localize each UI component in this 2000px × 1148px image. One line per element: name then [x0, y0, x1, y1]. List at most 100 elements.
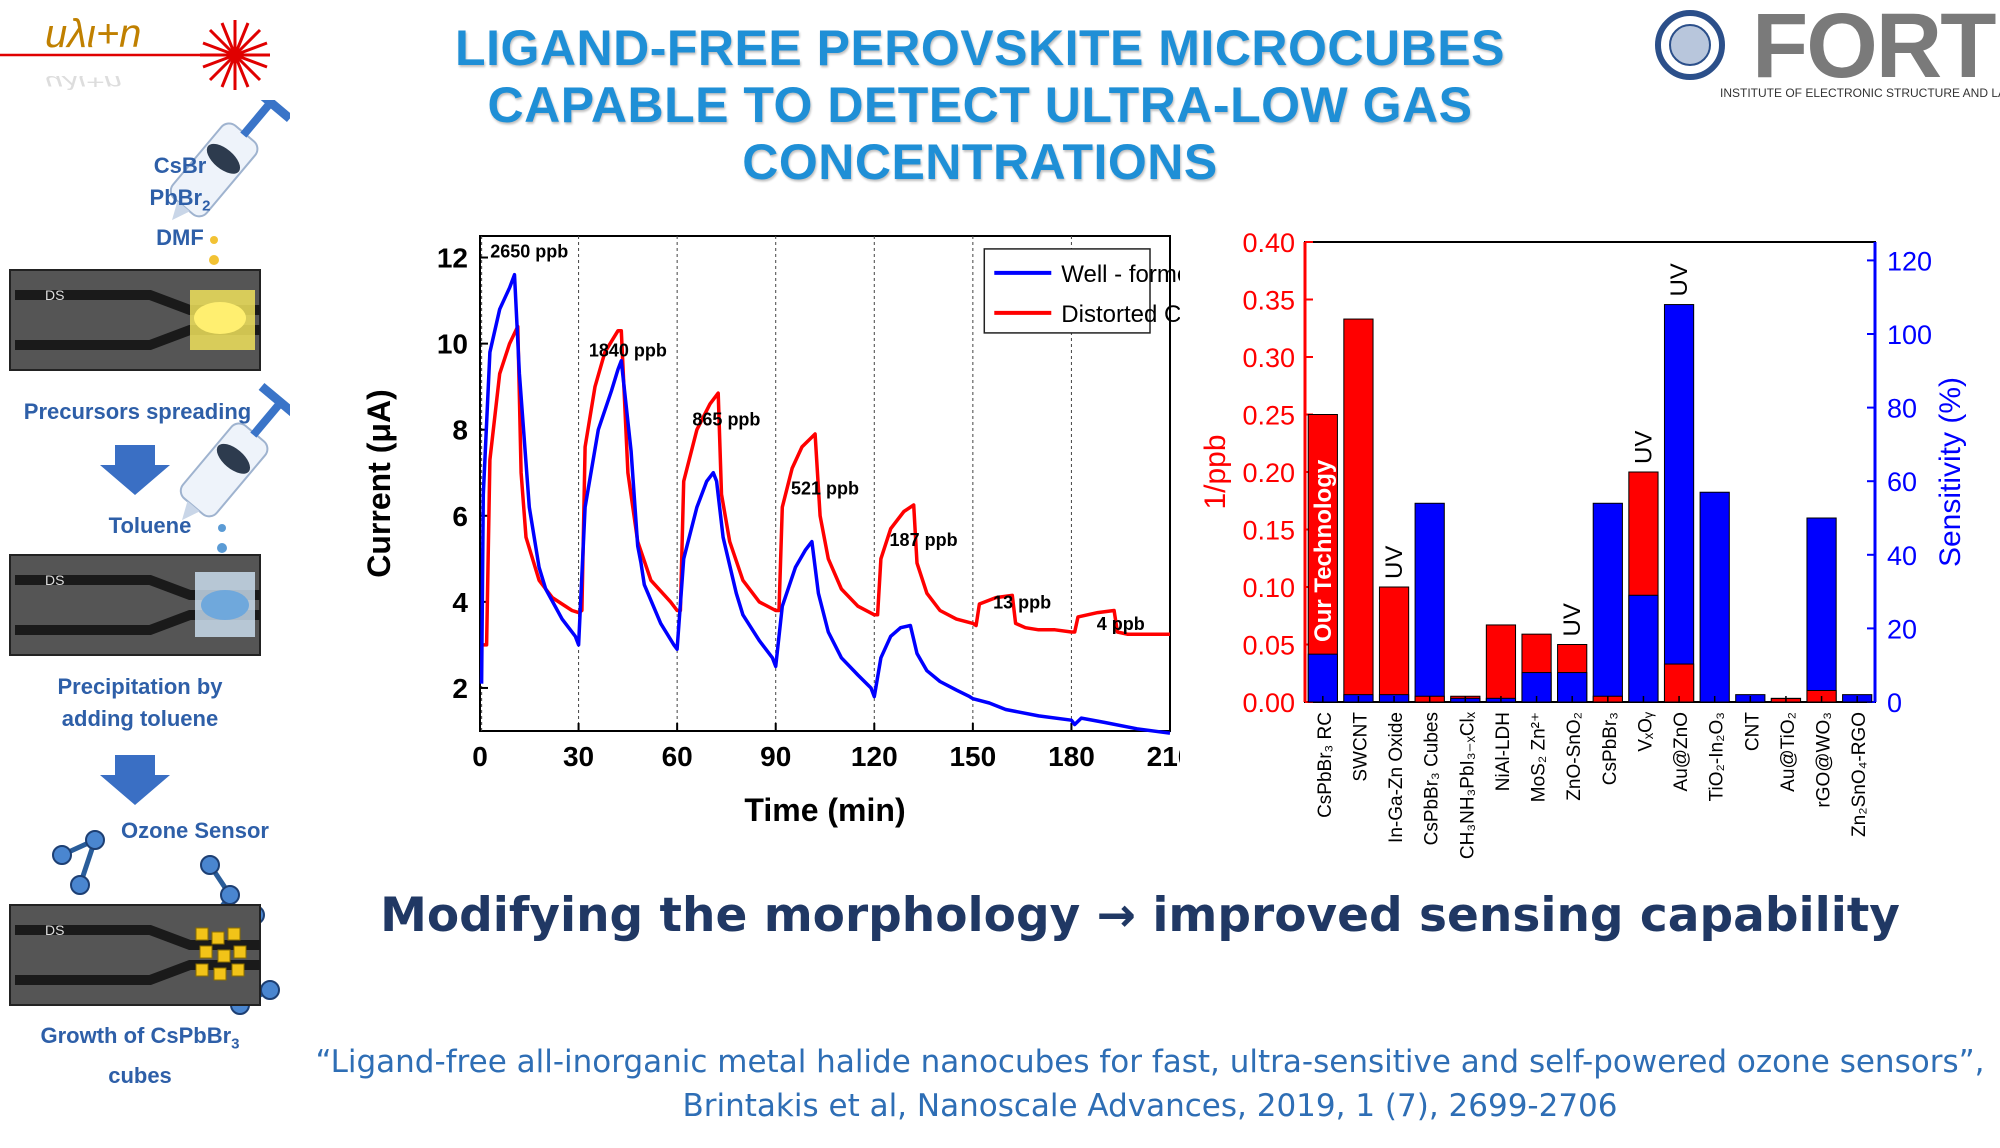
- y2-tick-label: 60: [1887, 467, 1917, 497]
- category-label: VₓOᵧ: [1635, 711, 1656, 752]
- step-precipitation: Precipitation by adding toluene: [57, 674, 223, 731]
- y-tick-label: 0.40: [1242, 228, 1295, 258]
- current-time-chart: 0 30 60 90 120 150 180 210 2 4 6 8 10 12 Time (min) Cur…: [350, 220, 1301, 845]
- y-tick-label: 12: [437, 243, 468, 274]
- x-tick-label: 30: [563, 741, 594, 772]
- series-line: [479, 272, 1171, 735]
- concentration-label: 13 ppb: [993, 592, 1051, 612]
- svg-text:DS: DS: [45, 922, 64, 938]
- y2-axis-label: Sensitivity (%): [1934, 377, 1967, 567]
- concentration-label: 865 ppb: [692, 409, 760, 429]
- y-tick-label: 4: [452, 587, 468, 618]
- y-tick-label: 0.15: [1242, 516, 1295, 546]
- title-line-2: CAPABLE TO DETECT ULTRA-LOW GAS: [487, 77, 1473, 133]
- category-label: ZnO-SnO₂: [1564, 712, 1585, 801]
- y2-tick-label: 80: [1887, 394, 1917, 424]
- bar-sensitivity: [1414, 502, 1445, 703]
- bar-sensitivity: [1806, 517, 1837, 703]
- concentration-label: 2650 ppb: [490, 242, 568, 262]
- uv-label: UV: [1630, 431, 1657, 464]
- bar-1-per-ppb: [1663, 663, 1695, 703]
- logo-text: uλι+n: [45, 12, 141, 56]
- y-tick-label: 0.30: [1242, 343, 1295, 373]
- uv-label: UV: [1559, 603, 1586, 636]
- y-tick-label: 0.20: [1242, 458, 1295, 488]
- concentration-label: 1840 ppb: [589, 341, 667, 361]
- bar-sensitivity: [1307, 653, 1338, 703]
- category-label: CsPbBr₃ Cubes: [1422, 712, 1443, 845]
- uv-label: UV: [1666, 263, 1693, 296]
- category-label: Zn₂SnO₄-RGO: [1849, 712, 1870, 837]
- x-axis-label: Time (min): [744, 792, 905, 828]
- bar-sensitivity: [1628, 594, 1659, 703]
- forth-logo-subtitle: INSTITUTE OF ELECTRONIC STRUCTURE AND LA…: [1720, 86, 2000, 100]
- category-label: In-Ga-Zn Oxide: [1386, 712, 1407, 843]
- y2-tick-label: 40: [1887, 541, 1917, 571]
- category-label: Au@TiO₂: [1778, 712, 1799, 792]
- category-label: CH₃NH₃PbI₃₋ₓClₓ: [1457, 711, 1478, 859]
- category-label: Au@ZnO: [1671, 712, 1692, 791]
- x-tick-label: 60: [662, 741, 693, 772]
- y-tick-label: 0.35: [1242, 286, 1295, 316]
- bar-sensitivity: [1699, 491, 1730, 703]
- citation: “Ligand-free all-inorganic metal halide …: [300, 1040, 2000, 1128]
- category-label: TiO₂-In₂O₃: [1707, 712, 1728, 801]
- concentration-label: 4 ppb: [1097, 614, 1145, 634]
- y-tick-label: 8: [452, 415, 468, 446]
- title-line-1: LIGAND-FREE PEROVSKITE MICROCUBES: [455, 20, 1505, 76]
- sensitivity-bar-chart: 0.00 0.05 0.10 0.15 0.20 0.25 0.30 0.35 0.40 0 20 4…: [1185, 220, 2000, 865]
- forth-seal-icon: [1645, 8, 1745, 88]
- x-tick-label: 0: [472, 741, 488, 772]
- bar-1-per-ppb: [1378, 586, 1410, 703]
- category-label: CsPbBr₃: [1600, 712, 1621, 785]
- x-tick-label: 210: [1147, 741, 1180, 772]
- y-tick-label: 2: [452, 673, 468, 704]
- uv-label: UV: [1381, 546, 1408, 579]
- y-axis-label: 1/ppb: [1199, 434, 1232, 509]
- laser-logo-graphic: uλι+n uλι+n: [0, 12, 270, 93]
- syringe-icon-2: [179, 382, 303, 521]
- plot-frame: [1304, 241, 1876, 703]
- legend-box: [983, 248, 1151, 334]
- citation-reference: Brintakis et al, Nanoscale Advances, 201…: [682, 1088, 1618, 1124]
- y-tick-label: 0.10: [1242, 573, 1295, 603]
- our-technology-label: Our Technology: [1310, 459, 1337, 642]
- process-diagram: DS DS: [0, 82, 303, 1090]
- bar-sensitivity: [1592, 502, 1623, 703]
- uli-plus-n-logo: uλι+n uλι+n: [0, 5, 310, 115]
- precursor-pbbr2: PbBr2: [149, 185, 211, 215]
- precursor-csbr: CsBr: [153, 153, 207, 178]
- forth-logo-text: FORTH: [1752, 0, 2000, 97]
- title-line-3: CONCENTRATIONS: [742, 134, 1218, 190]
- step-growth-cubes: Growth of CsPbBr3 cubes: [40, 1023, 240, 1089]
- svg-text:uλι+n: uλι+n: [45, 71, 122, 93]
- legend-label: Well - formed CsPbBr3: [1061, 261, 1180, 292]
- concentration-label: 187 ppb: [890, 530, 958, 550]
- down-arrow-icon: [100, 445, 170, 495]
- step-toluene: Toluene: [108, 513, 192, 538]
- y-tick-label: 0.05: [1242, 631, 1295, 661]
- device-chip-3: DS: [9, 904, 261, 1006]
- morphology-headline: Modifying the morphology → improved sens…: [380, 888, 1900, 943]
- y-tick-label: 10: [437, 329, 468, 360]
- category-label: SWCNT: [1350, 712, 1371, 782]
- y-axis-label: Current (μA): [361, 389, 397, 577]
- category-label: rGO@WO₃: [1814, 712, 1835, 808]
- x-tick-label: 150: [949, 741, 996, 772]
- svg-text:DS: DS: [45, 572, 64, 588]
- legend-label: Distorted CsPbBr3: [1061, 301, 1180, 332]
- syringe-icon: [169, 82, 293, 221]
- device-chip-2: DS: [9, 554, 261, 656]
- y2-tick-label: 100: [1887, 320, 1932, 350]
- x-tick-label: 180: [1048, 741, 1095, 772]
- x-tick-label: 120: [851, 741, 898, 772]
- category-label: NiAl-LDH: [1493, 712, 1514, 791]
- y2-tick-label: 0: [1887, 688, 1902, 718]
- y-tick-label: 0.00: [1242, 688, 1295, 718]
- page-title: LIGAND-FREE PEROVSKITE MICROCUBES CAPABL…: [400, 20, 1560, 191]
- y-tick-label: 0.25: [1242, 401, 1295, 431]
- bar-sensitivity: [1663, 304, 1695, 703]
- category-label: CsPbBr₃ RC: [1315, 712, 1336, 818]
- bar-1-per-ppb: [1485, 624, 1517, 703]
- step-ozone-sensor: Ozone Sensor: [121, 818, 269, 843]
